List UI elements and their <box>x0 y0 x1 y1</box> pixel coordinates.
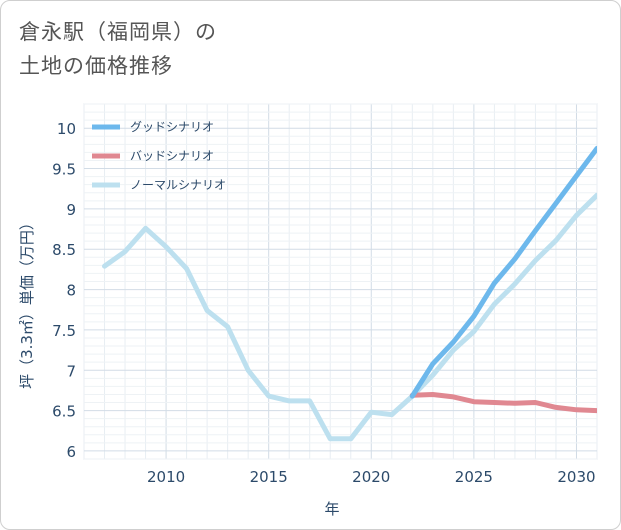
y-tick-label: 8.5 <box>52 241 76 259</box>
y-axis-label: 坪（3.3㎡）単価（万円） <box>18 215 36 389</box>
legend-label: バッドシナリオ <box>130 149 214 163</box>
series-line-normal <box>102 192 597 442</box>
series-line-bad <box>409 392 597 414</box>
x-tick-label: 2020 <box>352 468 390 486</box>
x-axis-ticks: 2010 2015 2020 2025 2030 <box>147 468 596 486</box>
y-tick-label: 9 <box>66 201 76 219</box>
y-tick-label: 8 <box>66 282 76 300</box>
y-tick-label: 10 <box>57 120 76 138</box>
chart-title: 倉永駅（福岡県）の 土地の価格推移 <box>19 15 217 83</box>
series-line-good <box>409 145 597 399</box>
y-tick-label: 7 <box>66 362 76 380</box>
y-tick-label: 6.5 <box>52 403 76 421</box>
y-tick-label: 6 <box>66 443 76 461</box>
series-lines <box>102 145 597 442</box>
x-tick-label: 2015 <box>250 468 288 486</box>
x-axis-label: 年 <box>324 500 339 518</box>
y-axis-ticks: 6 6.5 7 7.5 8 8.5 9 9.5 10 <box>52 120 76 461</box>
x-tick-label: 2030 <box>557 468 595 486</box>
chart-title-line1: 倉永駅（福岡県）の <box>19 20 217 44</box>
y-tick-label: 9.5 <box>52 161 76 179</box>
x-tick-label: 2025 <box>455 468 493 486</box>
legend-label: ノーマルシナリオ <box>130 178 226 192</box>
x-tick-label: 2010 <box>147 468 185 486</box>
y-tick-label: 7.5 <box>52 322 76 340</box>
legend-label: グッドシナリオ <box>130 120 214 134</box>
chart-title-line2: 土地の価格推移 <box>19 54 173 78</box>
grid <box>83 103 598 460</box>
